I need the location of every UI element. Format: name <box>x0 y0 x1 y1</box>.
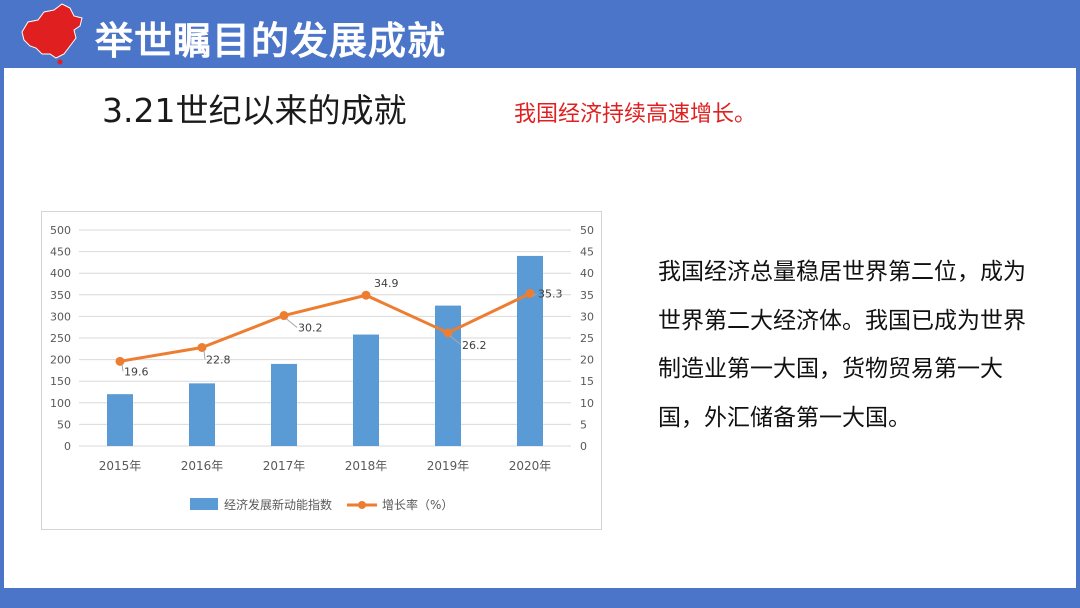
bar <box>435 305 461 446</box>
footer-bar <box>0 588 1080 608</box>
bar <box>107 394 133 446</box>
x-tick-label: 2016年 <box>181 459 224 473</box>
x-tick-label: 2019年 <box>427 459 470 473</box>
line-point <box>361 290 371 300</box>
data-label-leader <box>531 293 538 297</box>
data-label-leader <box>203 350 206 360</box>
legend-swatch-bar <box>190 498 218 510</box>
legend-label-line: 增长率（%） <box>382 497 453 512</box>
right-border <box>1076 68 1080 588</box>
y-right-tick-label: 35 <box>580 289 594 302</box>
line-point <box>443 328 453 338</box>
data-label: 35.3 <box>538 288 563 301</box>
data-label-leader <box>449 335 462 346</box>
data-label-leader <box>121 364 124 372</box>
bar <box>271 363 297 446</box>
y-right-tick-label: 15 <box>580 375 594 388</box>
y-right-tick-label: 50 <box>580 224 594 237</box>
y-right-tick-label: 25 <box>580 332 594 345</box>
y-right-tick-label: 45 <box>580 246 594 259</box>
y-left-tick-label: 250 <box>50 332 71 345</box>
y-left-tick-label: 150 <box>50 375 71 388</box>
chart-container: 0 50 100 150 200 250 300 350 400 450 500 0 5 10 15 20 25… <box>41 211 602 530</box>
y-right-tick-label: 10 <box>580 397 594 410</box>
x-tick-label: 2018年 <box>345 459 388 473</box>
line-point <box>279 311 289 321</box>
bar <box>353 334 379 446</box>
legend-swatch-marker <box>358 501 366 509</box>
y-left-tick-label: 300 <box>50 310 71 323</box>
page-title: 举世瞩目的发展成就 <box>95 19 447 63</box>
line-point <box>115 356 125 366</box>
x-tick-label: 2017年 <box>263 459 306 473</box>
line-point <box>197 343 207 353</box>
bar <box>517 255 543 446</box>
data-label: 19.6 <box>124 365 149 378</box>
x-tick-label: 2015年 <box>99 459 142 473</box>
bar <box>189 383 215 446</box>
combo-chart: 0 50 100 150 200 250 300 350 400 450 500 0 5 10 15 20 25… <box>50 224 594 512</box>
legend-label-bar: 经济发展新动能指数 <box>224 497 332 512</box>
section-subtitle: 3.21世纪以来的成就 <box>102 91 407 130</box>
data-label: 26.2 <box>462 339 487 352</box>
y-left-tick-label: 0 <box>64 440 71 453</box>
china-map-icon <box>21 3 83 65</box>
y-right-tick-label: 5 <box>580 418 587 431</box>
data-label: 34.9 <box>374 277 399 290</box>
y-left-tick-label: 500 <box>50 224 71 237</box>
left-border <box>0 68 4 588</box>
data-label: 30.2 <box>298 322 323 335</box>
data-label: 22.8 <box>206 354 231 367</box>
line-point <box>525 289 535 299</box>
description-text: 我国经济总量稳居世界第二位，成为世界第二大经济体。我国已成为世界制造业第一大国，… <box>658 259 1026 431</box>
y-left-tick-label: 450 <box>50 246 71 259</box>
y-right-tick-label: 0 <box>580 440 587 453</box>
y-right-tick-label: 40 <box>580 267 594 280</box>
header-bar: 举世瞩目的发展成就 <box>0 0 1080 68</box>
data-label-leader <box>285 318 298 328</box>
y-left-tick-label: 100 <box>50 397 71 410</box>
y-left-tick-label: 350 <box>50 289 71 302</box>
highlight-text: 我国经济持续高速增长。 <box>514 102 757 127</box>
y-left-tick-label: 200 <box>50 354 71 367</box>
x-tick-label: 2020年 <box>509 459 552 473</box>
y-right-tick-label: 30 <box>580 310 594 323</box>
y-left-tick-label: 400 <box>50 267 71 280</box>
y-right-tick-label: 20 <box>580 354 594 367</box>
series-line <box>119 292 531 363</box>
y-left-tick-label: 50 <box>57 418 71 431</box>
